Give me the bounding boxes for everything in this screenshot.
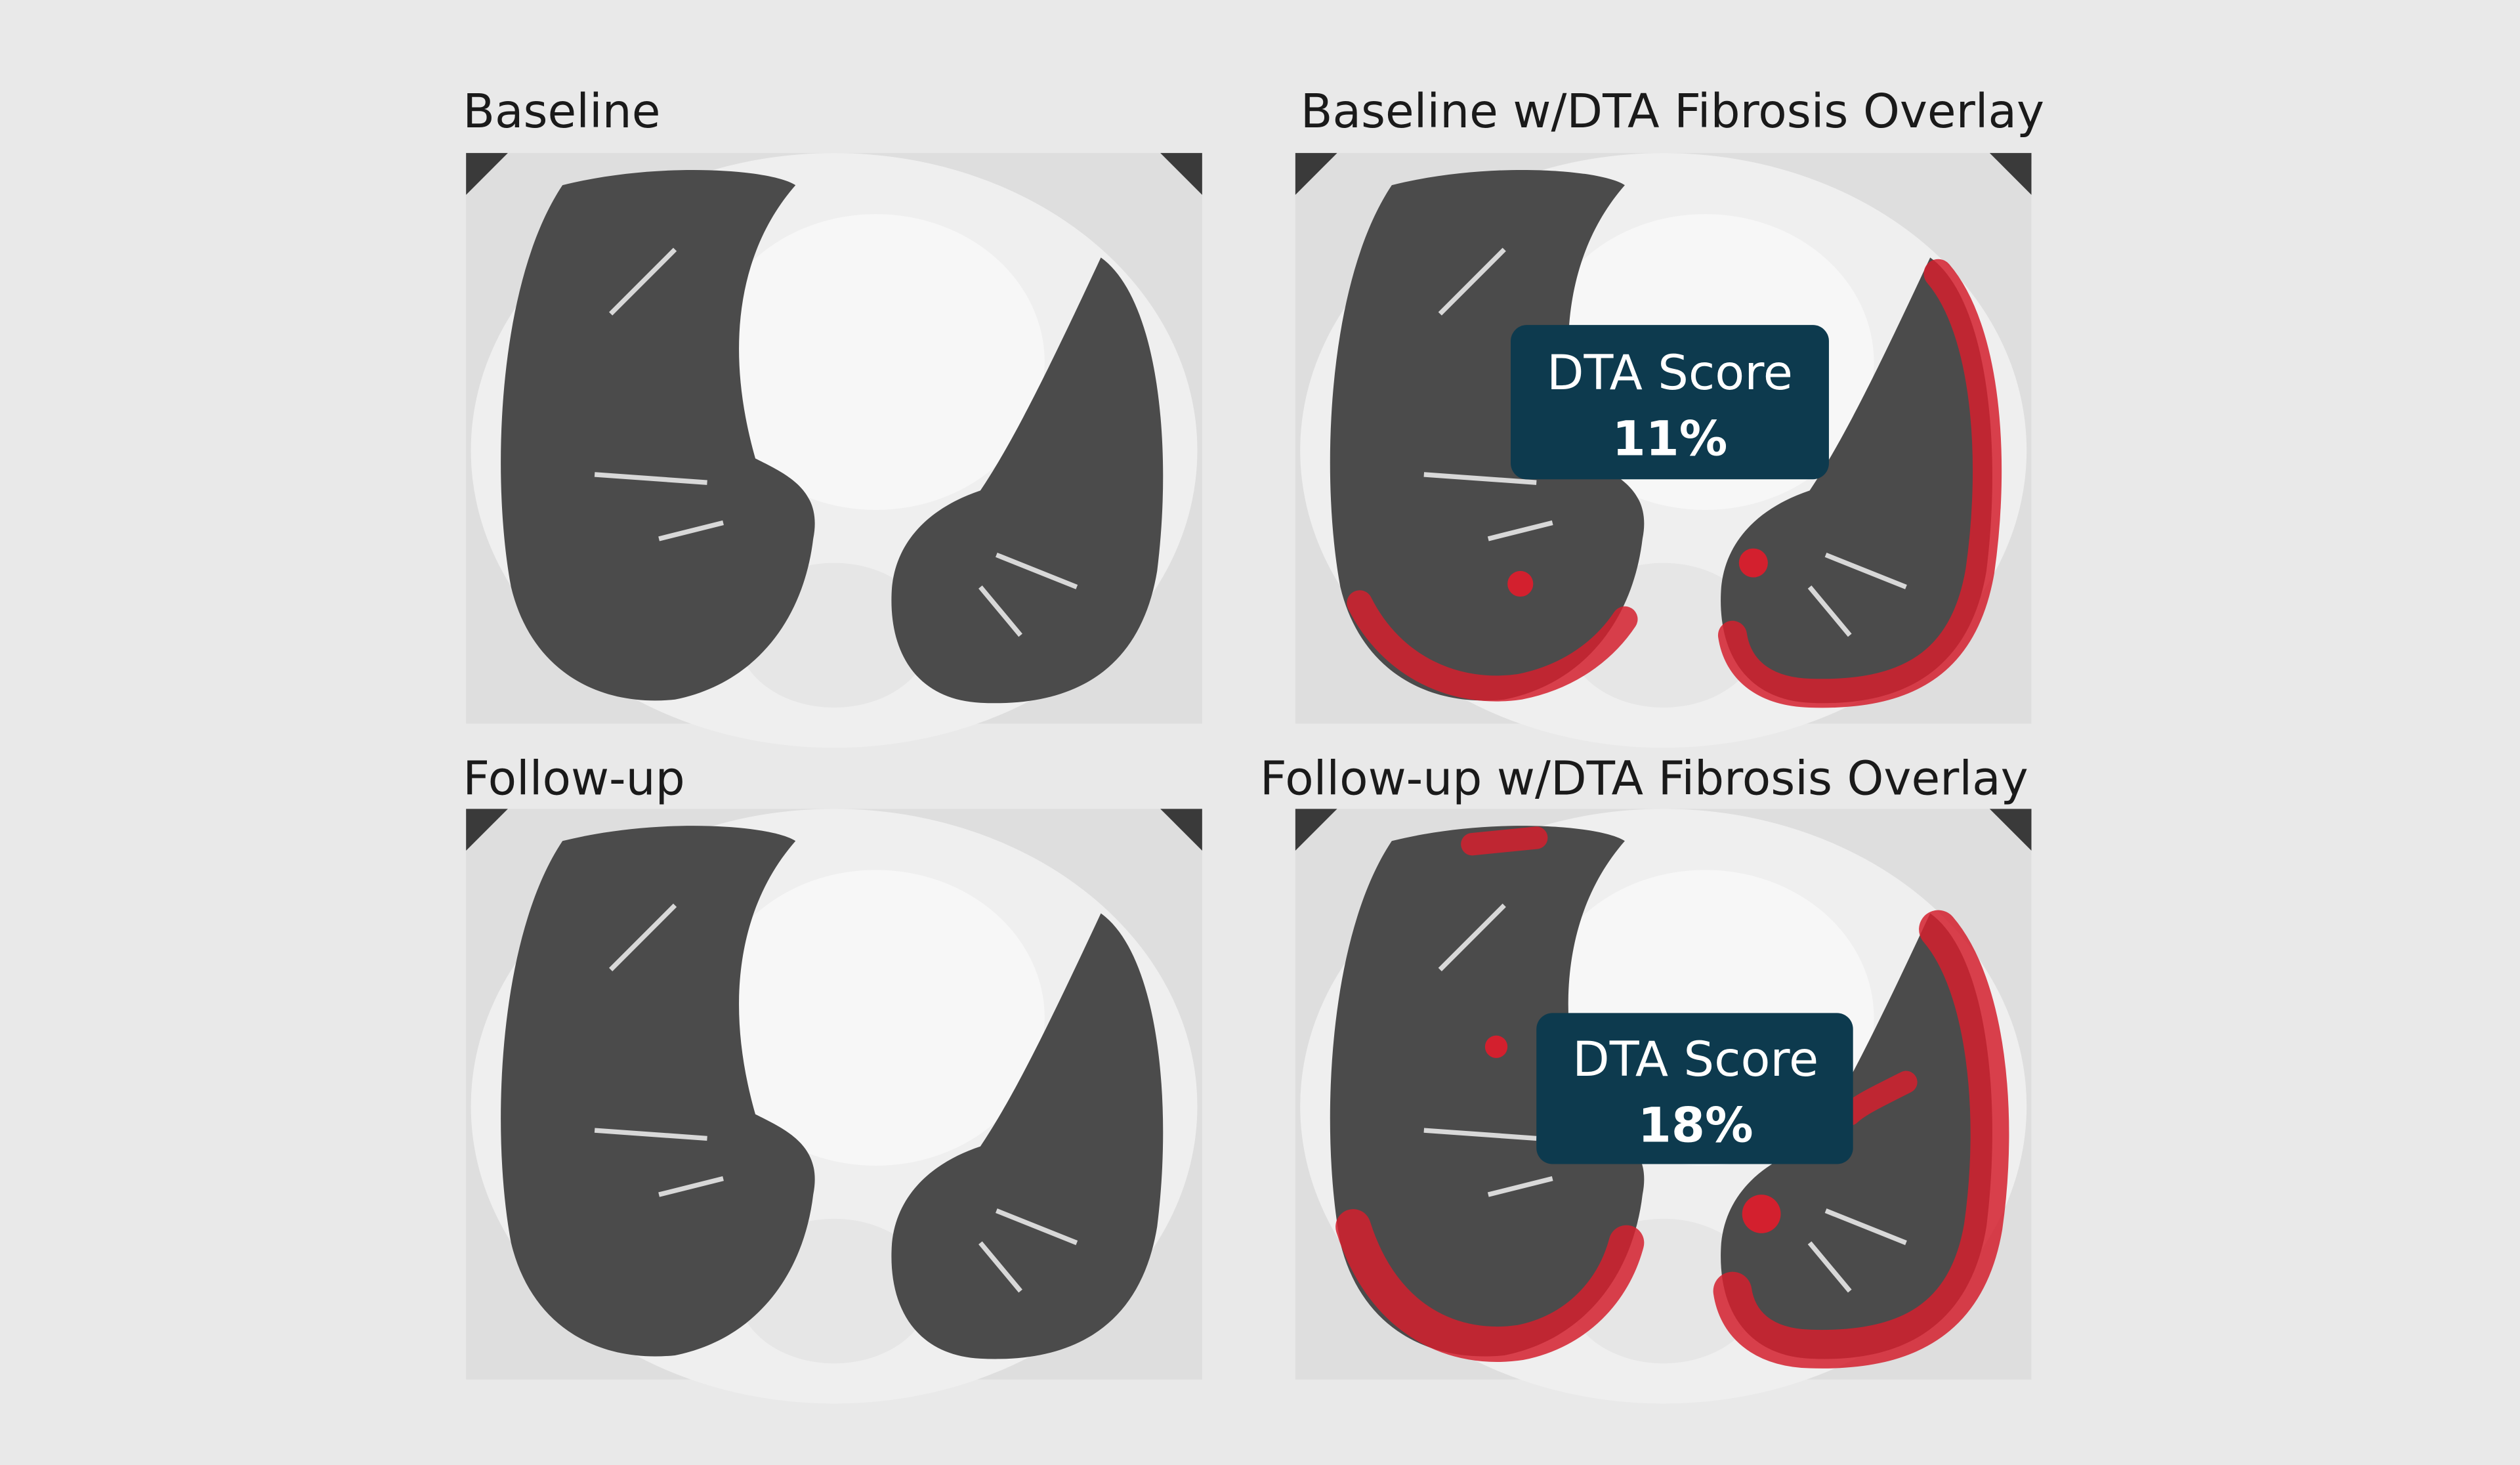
panel-follow-up-overlay: Follow-up w/DTA Fibrosis Overlay DTA Sco… (1260, 751, 2032, 1403)
score-value: 18% (1638, 1097, 1754, 1153)
ct-image (466, 809, 1202, 1403)
panel-title: Baseline w/DTA Fibrosis Overlay (1301, 84, 2044, 138)
ct-image (466, 153, 1202, 748)
score-label: DTA Score (1572, 1032, 1818, 1088)
panel-title: Follow-up w/DTA Fibrosis Overlay (1260, 751, 2028, 805)
score-label: DTA Score (1547, 345, 1793, 401)
panel-baseline: Baseline (463, 84, 1202, 748)
score-box (1536, 1013, 1853, 1164)
score-box (1511, 325, 1829, 480)
panel-title: Baseline (463, 84, 660, 138)
score-value: 11% (1612, 412, 1728, 467)
panel-baseline-overlay: Baseline w/DTA Fibrosis Overlay DTA Scor… (1295, 84, 2044, 748)
panel-follow-up: Follow-up (463, 751, 1202, 1403)
panel-title: Follow-up (463, 751, 684, 805)
